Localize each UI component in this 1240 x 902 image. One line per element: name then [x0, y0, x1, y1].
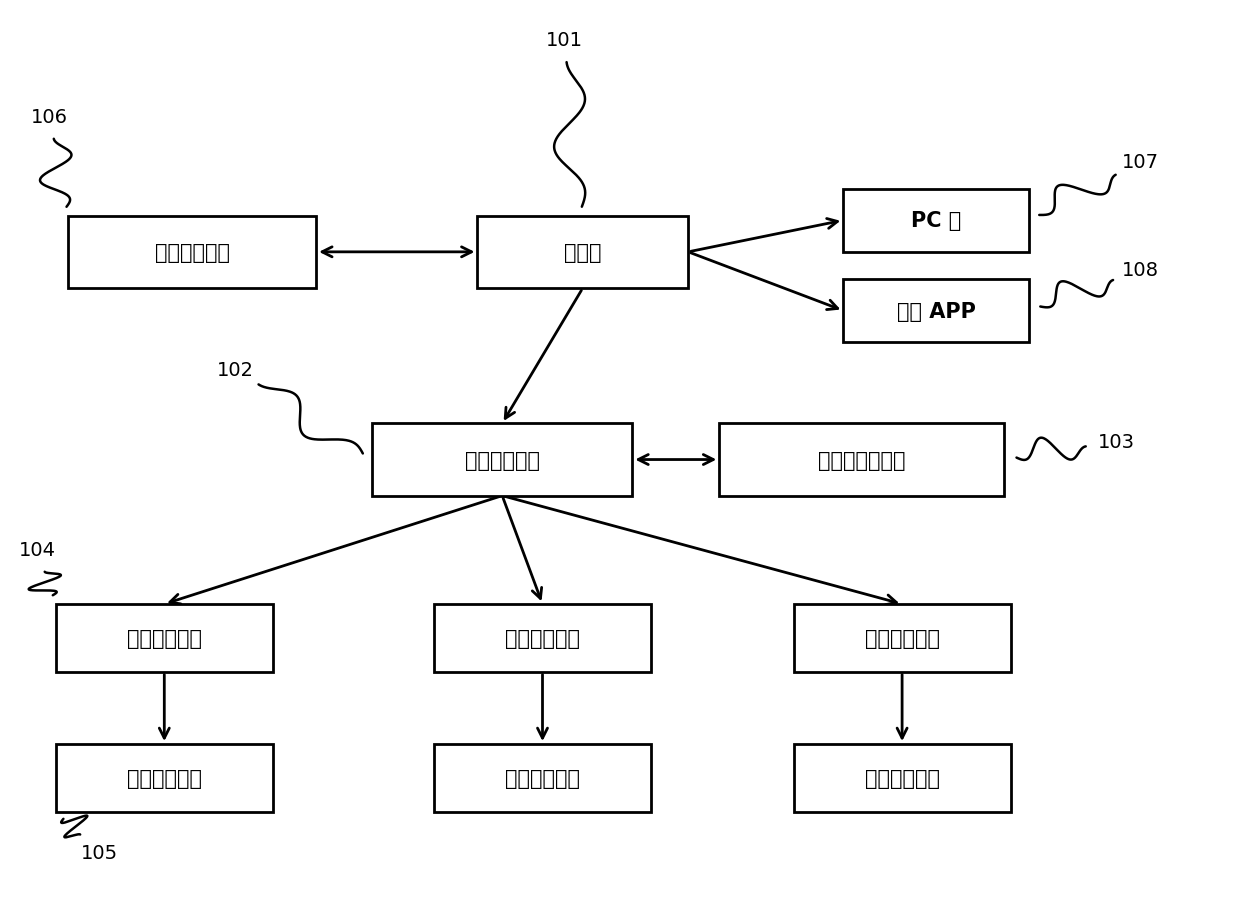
Text: 碳纤维控制器: 碳纤维控制器 [126, 628, 202, 649]
Text: 室外温度传感器: 室外温度传感器 [818, 450, 905, 470]
Text: 碳纤维控制器: 碳纤维控制器 [505, 628, 580, 649]
Text: 108: 108 [1122, 261, 1159, 281]
Bar [794, 744, 1011, 812]
Bar [477, 216, 688, 289]
Text: 碳纤维发热线: 碳纤维发热线 [505, 768, 580, 788]
Bar [843, 280, 1029, 343]
Bar [68, 216, 316, 289]
Text: 碳纤维发热线: 碳纤维发热线 [864, 768, 940, 788]
Text: PC 端: PC 端 [911, 211, 961, 231]
Bar [372, 424, 632, 496]
Text: 103: 103 [1097, 432, 1135, 452]
Text: 碳纤维采集器: 碳纤维采集器 [465, 450, 539, 470]
Text: 104: 104 [19, 540, 56, 560]
Text: 105: 105 [81, 842, 118, 862]
Bar [56, 744, 273, 812]
Bar [56, 604, 273, 672]
Text: 手机 APP: 手机 APP [897, 301, 976, 321]
Text: 107: 107 [1122, 152, 1159, 172]
Text: 碳纤维发热线: 碳纤维发热线 [126, 768, 202, 788]
Text: 106: 106 [31, 107, 68, 127]
Bar [843, 189, 1029, 253]
Text: 服务器: 服务器 [564, 243, 601, 262]
Bar [434, 744, 651, 812]
Text: 102: 102 [217, 360, 254, 380]
Text: 当地气象网站: 当地气象网站 [155, 243, 229, 262]
Text: 碳纤维控制器: 碳纤维控制器 [864, 628, 940, 649]
Text: 101: 101 [546, 31, 583, 51]
Bar [794, 604, 1011, 672]
Bar [719, 424, 1004, 496]
Bar [434, 604, 651, 672]
